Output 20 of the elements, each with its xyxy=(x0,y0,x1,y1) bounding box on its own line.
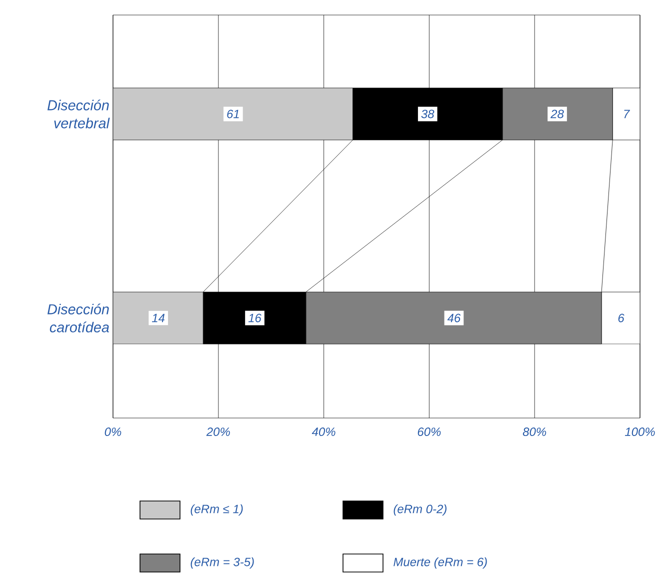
annotation: 61 xyxy=(227,110,239,118)
annotation: 46 xyxy=(447,314,461,322)
y-tick-label: Disección carotídea xyxy=(47,304,109,332)
x-tick-label: 60% xyxy=(418,428,441,436)
annotation: 16 xyxy=(248,314,262,322)
annotation: 38 xyxy=(421,110,434,118)
y-tick-label: Disección vertebral xyxy=(47,100,110,128)
annotation: 14 xyxy=(152,314,165,322)
x-tick-label: 40% xyxy=(312,428,336,436)
legend-label: (eRm = 3-5) xyxy=(190,557,254,569)
legend-label: (eRm 0-2) xyxy=(394,504,446,516)
x-tick-label: 80% xyxy=(522,428,546,436)
annotation: 6 xyxy=(618,314,624,322)
x-tick-label: 20% xyxy=(206,428,230,436)
legend-label: Muerte (eRm = 6) xyxy=(394,557,487,569)
x-tick-label: 0% xyxy=(104,428,122,436)
annotation: 7 xyxy=(624,110,630,118)
x-tick-label: 100% xyxy=(624,428,655,436)
annotation: 28 xyxy=(550,110,564,118)
legend-label: (eRm ≤ 1) xyxy=(190,504,243,516)
